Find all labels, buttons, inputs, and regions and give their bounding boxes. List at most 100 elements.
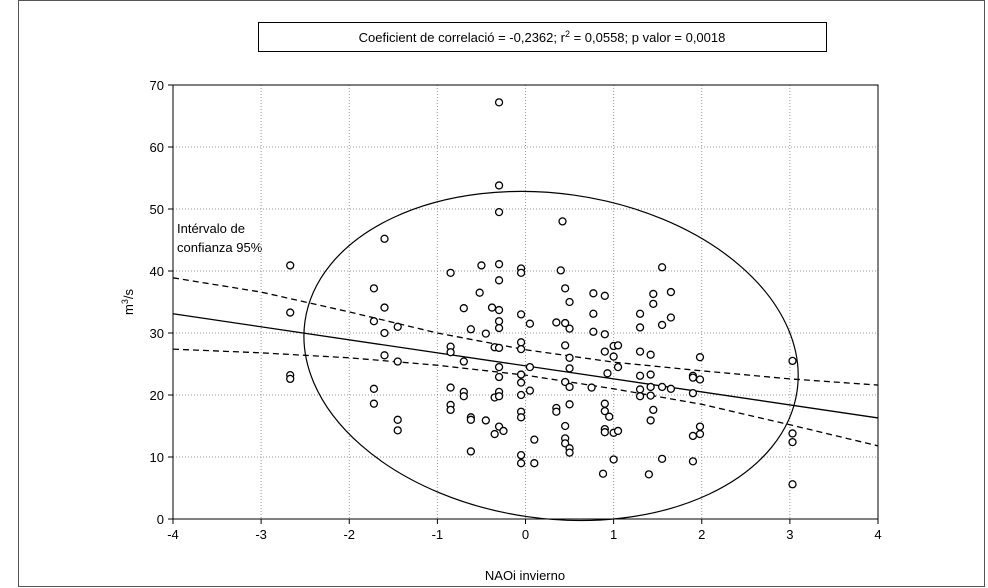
point bbox=[635, 392, 645, 401]
point bbox=[494, 343, 504, 353]
point bbox=[600, 428, 609, 437]
point bbox=[635, 371, 645, 380]
point bbox=[635, 385, 645, 394]
point bbox=[561, 284, 570, 293]
point bbox=[646, 382, 655, 392]
point bbox=[459, 304, 468, 313]
point bbox=[600, 406, 609, 416]
point bbox=[565, 382, 574, 392]
point bbox=[788, 356, 797, 366]
x-tick-label: -2 bbox=[343, 527, 355, 542]
point bbox=[695, 353, 705, 362]
point bbox=[688, 457, 698, 466]
y-label-part: /s bbox=[121, 289, 136, 300]
x-tick-label: 1 bbox=[610, 527, 617, 542]
point bbox=[393, 426, 402, 435]
point bbox=[499, 426, 508, 436]
point bbox=[644, 470, 654, 479]
point bbox=[459, 357, 468, 366]
chart-title: Coeficient de correlació = -0,2362; r2 =… bbox=[359, 29, 726, 45]
point bbox=[646, 350, 655, 359]
point bbox=[494, 207, 504, 217]
point bbox=[613, 341, 623, 350]
point bbox=[481, 416, 490, 425]
title-part: = 0,0558; p valor = 0,0018 bbox=[570, 30, 725, 45]
point bbox=[565, 297, 574, 307]
point bbox=[286, 261, 295, 270]
point bbox=[565, 400, 574, 409]
title-superscript: 2 bbox=[565, 29, 570, 39]
x-tick-label: 2 bbox=[698, 527, 705, 542]
point bbox=[494, 372, 504, 382]
point bbox=[459, 392, 468, 401]
point bbox=[561, 318, 570, 328]
point bbox=[688, 373, 698, 382]
y-tick-label: 70 bbox=[150, 78, 164, 93]
point bbox=[635, 347, 645, 356]
point bbox=[466, 325, 476, 334]
point bbox=[635, 309, 645, 318]
point bbox=[561, 377, 570, 387]
point bbox=[657, 454, 667, 464]
point bbox=[589, 309, 598, 318]
point bbox=[603, 369, 612, 378]
point bbox=[286, 308, 295, 317]
point bbox=[525, 319, 535, 328]
confidence-band bbox=[172, 348, 879, 447]
x-tick-label: -4 bbox=[167, 527, 179, 542]
point bbox=[695, 422, 705, 431]
point bbox=[516, 310, 526, 319]
point bbox=[475, 288, 484, 297]
x-tick-label: -1 bbox=[432, 527, 444, 542]
point bbox=[516, 450, 526, 460]
point bbox=[286, 374, 295, 384]
y-label-superscript: 3 bbox=[120, 299, 130, 304]
point bbox=[587, 383, 596, 392]
point bbox=[446, 383, 455, 392]
y-label-part: m bbox=[121, 304, 136, 315]
point bbox=[657, 263, 667, 272]
point bbox=[646, 391, 655, 400]
point bbox=[600, 399, 609, 408]
point bbox=[516, 413, 526, 422]
point bbox=[695, 429, 705, 439]
point bbox=[494, 305, 504, 315]
point bbox=[446, 348, 455, 357]
point bbox=[788, 429, 797, 438]
point bbox=[369, 399, 379, 408]
point bbox=[477, 261, 486, 270]
point bbox=[516, 378, 526, 387]
point bbox=[525, 386, 535, 395]
title-box bbox=[258, 22, 827, 52]
x-tick-label: 3 bbox=[786, 527, 793, 542]
point bbox=[380, 328, 389, 338]
point bbox=[649, 405, 658, 415]
point bbox=[494, 317, 504, 326]
point bbox=[666, 313, 676, 322]
regression-line bbox=[172, 313, 879, 419]
point bbox=[565, 324, 574, 333]
point bbox=[530, 435, 539, 444]
point bbox=[530, 459, 539, 468]
point bbox=[494, 181, 504, 190]
point bbox=[516, 338, 526, 347]
point bbox=[688, 431, 698, 441]
point bbox=[600, 291, 609, 300]
frame bbox=[18, 0, 985, 587]
point bbox=[605, 412, 614, 421]
point bbox=[393, 322, 402, 331]
point bbox=[657, 382, 667, 392]
annotation: confianza 95% bbox=[177, 240, 263, 255]
point bbox=[494, 260, 504, 269]
confidence-ellipse bbox=[303, 190, 799, 522]
x-tick-label: 0 bbox=[522, 527, 529, 542]
point bbox=[589, 327, 598, 336]
point bbox=[481, 329, 490, 338]
point bbox=[649, 299, 658, 309]
y-tick-label: 50 bbox=[150, 202, 164, 217]
point bbox=[516, 268, 526, 278]
point bbox=[788, 480, 797, 489]
x-tick-label: 4 bbox=[874, 527, 881, 542]
y-tick-label: 10 bbox=[150, 450, 164, 465]
y-axis-label: m3/s bbox=[120, 289, 136, 315]
